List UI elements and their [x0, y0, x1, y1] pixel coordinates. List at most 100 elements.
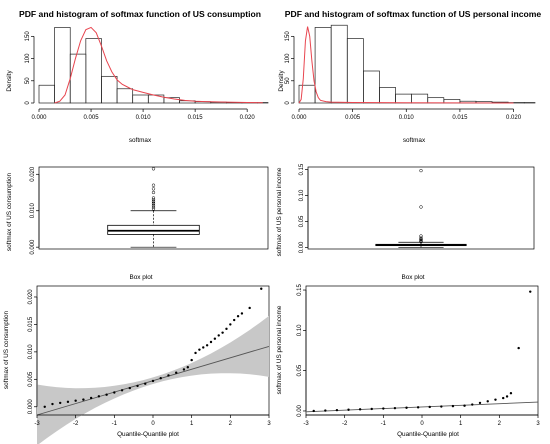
hist-consumption-bar: [101, 75, 118, 104]
box-consumption-outlier: [151, 187, 156, 191]
box-income-outlier: [419, 205, 423, 209]
box-consumption-outlier: [151, 207, 156, 211]
hist-income-pdf-line: [298, 26, 514, 104]
hist-income-bar: [427, 97, 445, 104]
qq-consumption-y-tick-label: 0.020: [28, 289, 34, 305]
qq-income-point: [312, 409, 315, 413]
qq-income-point: [509, 392, 513, 395]
box-consumption-outlier: [151, 167, 156, 171]
box-consumption-y-tick-label: 0.020: [30, 166, 36, 182]
box-consumption-box: [107, 224, 200, 235]
hist-consumption-y-tick-label: 50: [25, 77, 31, 84]
qq-consumption-point: [59, 401, 62, 405]
hist-income-bar: [363, 70, 380, 104]
hist-income-x-tick-label: 0.000: [291, 115, 307, 121]
qq-income-point: [428, 405, 431, 409]
qq-income-point: [478, 401, 482, 405]
hist-income-y-tick-label: 150: [285, 31, 291, 42]
box-consumption-panel: Box plot softmax of US consumption: [6, 172, 153, 281]
qq-income-point: [347, 408, 350, 411]
qq-income-y-axis: 0.00 0.05 0.10 0.15: [297, 284, 307, 417]
hist-income-bar: [330, 24, 348, 104]
qq-income-point: [471, 403, 474, 406]
hist-consumption-bar: [116, 88, 134, 104]
qq-consumption-point: [194, 351, 197, 355]
qq-consumption-point: [105, 393, 108, 396]
qq-consumption-point: [236, 314, 240, 318]
hist-income-xlabel: softmax: [403, 137, 426, 144]
qq-income-reference-line: [305, 401, 539, 413]
qq-consumption-panel: Quantile-Quantile plot softmax of US con…: [3, 310, 179, 438]
qq-income-point: [382, 407, 385, 410]
qq-income-x-tick-label: 3: [536, 421, 540, 427]
box-consumption-y-axis: 0.000 0.010 0.020: [30, 166, 40, 255]
qq-consumption-y-tick-label: 0.010: [28, 344, 34, 360]
hist-income-x-axis: 0.000 0.005 0.010 0.015 0.020: [291, 108, 522, 121]
box-income-y-axis: 0.00 0.05 0.10 0.15: [299, 163, 309, 253]
qq-income-point: [486, 400, 489, 403]
qq-consumption-point: [221, 331, 224, 334]
qq-consumption-point: [240, 312, 244, 315]
qq-income-point: [505, 395, 509, 398]
qq-income-point: [502, 396, 505, 400]
hist-consumption-y-axis: 0 50 100 150: [25, 31, 35, 105]
qq-income-x-tick-label: 1: [459, 421, 463, 427]
qq-consumption-point: [144, 382, 147, 385]
box-income-outlier: [419, 168, 423, 173]
qq-income-x-tick-label: -1: [381, 421, 387, 427]
qq-income-frame: [305, 285, 539, 416]
hist-consumption-y-tick-label: 100: [25, 53, 31, 64]
qq-consumption-y-tick-label: 0.015: [28, 316, 34, 332]
qq-income-point: [440, 405, 443, 408]
qq-income-xlabel: Quantile-Quantile plot: [397, 431, 459, 438]
hist-income-y-axis: 0 50 100 150: [285, 31, 295, 105]
qq-consumption-point: [225, 327, 228, 331]
box-consumption-y-tick-label: 0.000: [30, 239, 36, 255]
qq-consumption-point: [159, 377, 162, 380]
qq-income-point: [370, 407, 373, 411]
qq-consumption-y-axis: 0.000 0.005 0.010 0.015 0.020: [28, 289, 38, 415]
hist-consumption-y-tick-label: 0: [25, 101, 31, 105]
hist-consumption-bar: [147, 94, 165, 104]
qq-income-point: [416, 406, 420, 409]
qq-consumption-point: [128, 386, 131, 390]
box-consumption-outlier: [151, 205, 156, 209]
hist-consumption-x-tick-label: 0.015: [188, 115, 204, 121]
box-income-xlabel: Box plot: [401, 274, 424, 281]
hist-income-bar: [411, 93, 429, 104]
qq-consumption-xlabel: Quantile-Quantile plot: [117, 431, 179, 438]
box-income-outlier: [419, 236, 423, 240]
box-consumption-frame: [38, 166, 269, 250]
hist-consumption-bar: [132, 94, 149, 104]
hist-income-x-tick-label: 0.010: [399, 115, 415, 121]
qq-consumption-point: [120, 389, 124, 392]
qq-consumption-point: [97, 395, 101, 398]
box-income-outlier: [419, 237, 423, 241]
hist-consumption-bar: [38, 84, 55, 104]
box-consumption-outlier: [151, 198, 156, 202]
box-income-y-tick-label: 0.10: [299, 189, 305, 201]
qq-consumption-y-tick-label: 0.000: [28, 399, 34, 415]
hist-income-x-tick-label: 0.020: [506, 115, 522, 121]
qq-income-panel: Quantile-Quantile plot softmax of US per…: [276, 305, 459, 438]
qq-consumption-point: [82, 398, 85, 401]
qq-income-point: [405, 406, 408, 409]
qq-consumption-point: [198, 348, 201, 351]
qq-consumption-point: [167, 374, 170, 377]
qq-income-point: [335, 408, 339, 412]
hist-consumption-x-axis: 0.000 0.005 0.010 0.015 0.020: [31, 108, 255, 121]
qq-income-x-tick-label: -3: [303, 421, 309, 427]
hist-income-bars: [298, 24, 536, 104]
qq-income-y-tick-label: 0.00: [297, 404, 303, 416]
qq-consumption-point: [248, 306, 251, 310]
box-consumption-xlabel: Box plot: [129, 274, 152, 281]
hist-income-y-tick-label: 100: [285, 53, 291, 64]
box-consumption-y-tick-label: 0.010: [30, 203, 36, 219]
hist-consumption-bar: [69, 53, 87, 104]
qq-consumption-point: [43, 405, 46, 408]
qq-income-point: [517, 346, 520, 350]
qq-consumption-point: [186, 366, 189, 369]
hist-consumption-x-tick-label: 0.000: [31, 115, 47, 121]
qq-income-ylabel: softmax of US personal income: [276, 305, 283, 394]
